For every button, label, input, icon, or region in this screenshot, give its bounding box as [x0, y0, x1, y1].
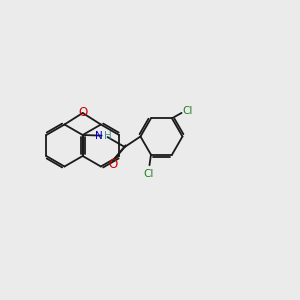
Text: Cl: Cl [144, 169, 154, 179]
Text: O: O [108, 158, 117, 171]
Text: Cl: Cl [183, 106, 193, 116]
Text: H: H [104, 130, 112, 141]
Text: N: N [95, 130, 103, 141]
Text: O: O [78, 106, 87, 118]
